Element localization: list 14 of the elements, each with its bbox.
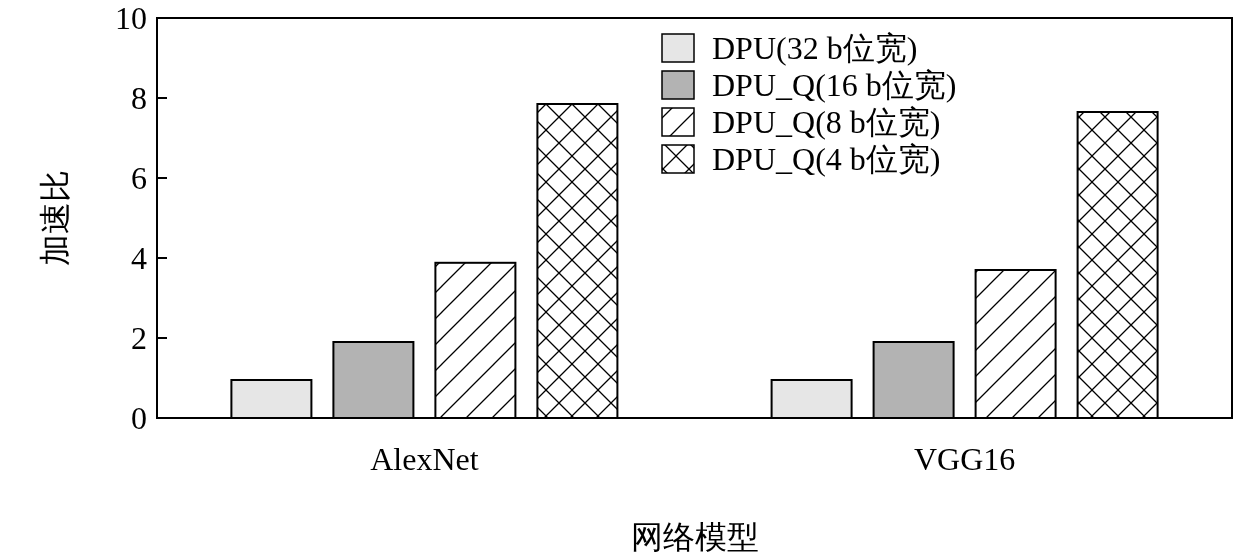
x-tick-label: VGG16: [913, 441, 1016, 477]
legend-label: DPU_Q(8 b位宽): [712, 104, 941, 141]
y-tick-label: 2: [131, 320, 147, 357]
legend-label: DPU_Q(4 b位宽): [712, 141, 941, 178]
y-axis-title: 加速比: [37, 170, 73, 266]
x-tick-label: AlexNet: [370, 441, 479, 477]
legend-label: DPU(32 b位宽): [712, 30, 918, 67]
y-tick-label: 10: [115, 0, 147, 37]
y-tick-label: 8: [131, 80, 147, 117]
y-tick-label: 6: [131, 160, 147, 197]
legend-label: DPU_Q(16 b位宽): [712, 67, 957, 104]
x-axis-title: 网络模型: [630, 519, 759, 555]
y-tick-label: 0: [131, 400, 147, 437]
y-tick-label: 4: [131, 240, 147, 277]
